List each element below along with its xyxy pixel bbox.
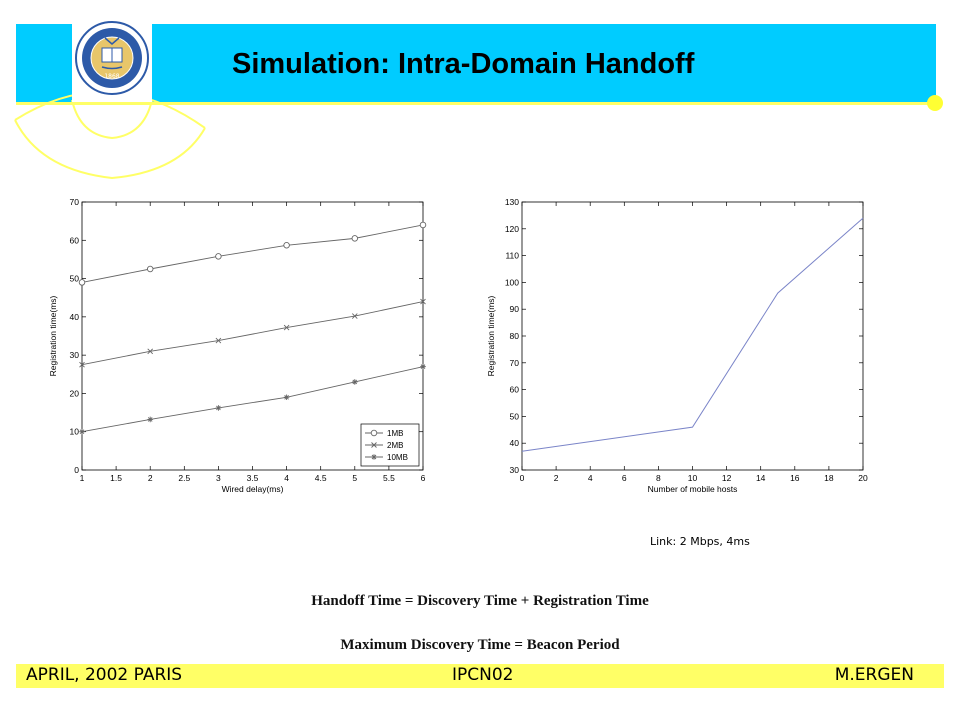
y-axis-label: Registration time(ms) <box>48 295 58 376</box>
data-point <box>215 337 222 344</box>
data-point <box>419 221 427 229</box>
x-tick-label: 1 <box>80 473 85 483</box>
footer-conference: IPCN02 <box>452 665 514 685</box>
x-tick-label: 2 <box>148 473 153 483</box>
y-tick-label: 30 <box>510 465 520 475</box>
data-point <box>283 394 290 401</box>
y-tick-label: 100 <box>505 277 519 287</box>
university-seal-logo: 1868 <box>75 21 149 95</box>
x-tick-label: 2.5 <box>178 473 190 483</box>
legend: 1MB 2MB 10MB <box>360 423 420 467</box>
legend-entry: 1MB <box>387 429 403 438</box>
x-tick-label: 18 <box>824 473 834 483</box>
y-tick-label: 60 <box>510 385 520 395</box>
chart-wired-delay: 1 1.5 2 2.5 3 3.5 4 4.5 5 5.5 6010203040506070Wire… <box>48 197 427 494</box>
handoff-formula: Handoff Time = Discovery Time + Registra… <box>311 593 649 609</box>
x-tick-label: 16 <box>790 473 800 483</box>
series-0 <box>521 217 864 452</box>
series-line <box>81 366 424 433</box>
legend-entry: 10MB <box>387 453 408 462</box>
footer-bar: APRIL, 2002 PARIS IPCN02 M.ERGEN <box>16 664 944 688</box>
data-point <box>420 298 426 305</box>
data-point <box>351 313 358 319</box>
y-tick-label: 40 <box>510 438 520 448</box>
x-tick-label: 6 <box>421 473 426 483</box>
footer-author: M.ERGEN <box>834 665 914 685</box>
slide-title: Simulation: Intra-Domain Handoff <box>232 48 695 80</box>
data-point <box>351 235 359 242</box>
x-tick-label: 4.5 <box>315 473 327 483</box>
y-tick-label: 10 <box>70 427 80 437</box>
data-point <box>215 253 222 260</box>
series-line <box>81 301 424 366</box>
data-point <box>370 429 378 437</box>
svg-text:1868: 1868 <box>104 73 119 80</box>
x-tick-label: 6 <box>622 473 627 483</box>
y-tick-label: 70 <box>510 358 520 368</box>
x-tick-label: 14 <box>756 473 766 483</box>
x-tick-label: 10 <box>688 473 698 483</box>
y-tick-label: 40 <box>70 312 80 322</box>
y-tick-label: 80 <box>510 331 520 341</box>
y-tick-label: 0 <box>74 465 79 475</box>
x-tick-label: 2 <box>554 473 559 483</box>
x-axis-label: Number of mobile hosts <box>648 484 738 494</box>
x-tick-label: 5.5 <box>383 473 395 483</box>
x-tick-label: 4 <box>284 473 289 483</box>
data-point <box>147 348 154 355</box>
legend-entry: 2MB <box>387 441 403 450</box>
data-point <box>420 363 426 370</box>
x-tick-label: 5 <box>352 473 357 483</box>
series-10MB <box>79 363 426 435</box>
series-line <box>81 224 424 283</box>
y-tick-label: 50 <box>70 274 80 284</box>
y-tick-label: 130 <box>505 197 519 207</box>
data-point <box>352 379 358 385</box>
x-tick-label: 8 <box>656 473 661 483</box>
x-tick-label: 3.5 <box>247 473 259 483</box>
x-tick-label: 20 <box>858 473 868 483</box>
data-point <box>78 279 86 286</box>
y-tick-label: 110 <box>505 251 519 261</box>
data-point <box>146 265 154 273</box>
discovery-formula: Maximum Discovery Time = Beacon Period <box>340 637 620 653</box>
y-tick-label: 30 <box>70 350 80 360</box>
x-tick-label: 4 <box>588 473 593 483</box>
data-point <box>147 416 153 423</box>
y-axis-label: Registration time(ms) <box>486 295 496 376</box>
header-band <box>16 24 936 102</box>
series-1MB <box>78 221 427 286</box>
y-tick-label: 50 <box>510 411 520 421</box>
data-point <box>371 442 377 448</box>
footer-date-place: APRIL, 2002 PARIS <box>26 665 183 685</box>
y-tick-label: 60 <box>70 235 80 245</box>
data-point <box>79 428 85 435</box>
series-2MB <box>79 298 426 368</box>
y-tick-label: 70 <box>70 197 80 207</box>
y-tick-label: 90 <box>510 304 520 314</box>
header-dot-decoration <box>927 95 943 111</box>
header-underline <box>16 102 934 105</box>
plot-frame <box>521 201 864 471</box>
data-point <box>283 324 290 331</box>
x-tick-label: 1.5 <box>110 473 122 483</box>
data-point <box>215 405 222 411</box>
x-tick-label: 0 <box>520 473 525 483</box>
x-tick-label: 12 <box>722 473 732 483</box>
data-point <box>79 361 85 368</box>
data-point <box>283 242 290 249</box>
x-tick-label: 3 <box>216 473 221 483</box>
data-point <box>371 454 377 460</box>
chart-mobile-hosts: 0 2 4 6 8 10 12 14 16 18 20 30 40 50 60 70 80 90 100 110 120… <box>486 197 868 494</box>
series-line <box>521 217 864 452</box>
link-note: Link: 2 Mbps, 4ms <box>650 535 750 548</box>
y-tick-label: 20 <box>70 388 80 398</box>
x-axis-label: Wired delay(ms) <box>222 484 284 494</box>
y-tick-label: 120 <box>505 224 519 234</box>
